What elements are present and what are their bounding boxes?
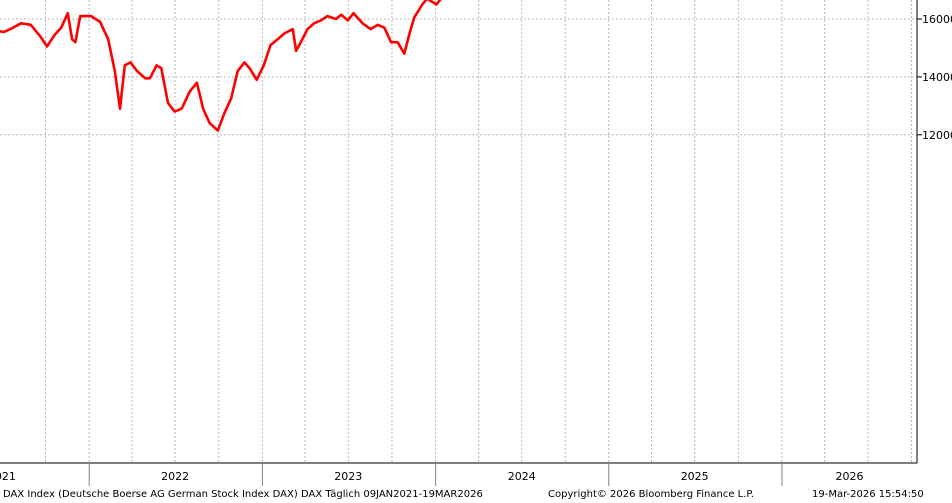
grid-lines [0, 0, 917, 463]
x-year-label: 2026 [836, 470, 864, 483]
chart-canvas: 1200014000160001800020000220002400026000… [0, 0, 952, 486]
series-line-dax [0, 0, 442, 132]
footer-copyright: Copyright© 2026 Bloomberg Finance L.P. [548, 489, 755, 500]
y-tick-label: 16000 [922, 13, 952, 26]
footer-description: DAX Index (Deutsche Boerse AG German Sto… [3, 489, 483, 500]
x-year-label: 2022 [161, 470, 189, 483]
tick-labels: 1200014000160001800020000220002400026000… [0, 13, 952, 486]
y-tick-label: 14000 [922, 71, 952, 84]
series-group [0, 0, 442, 132]
x-year-label: 2024 [508, 470, 536, 483]
x-year-label: 2021 [0, 470, 16, 483]
axes [0, 0, 918, 464]
y-tick-label: 12000 [922, 129, 952, 142]
x-year-label: 2025 [681, 470, 709, 483]
chart-footer: DAX Index (Deutsche Boerse AG German Sto… [0, 487, 952, 503]
x-year-label: 2023 [334, 470, 362, 483]
footer-timestamp: 19-Mar-2026 15:54:50 [812, 489, 924, 500]
